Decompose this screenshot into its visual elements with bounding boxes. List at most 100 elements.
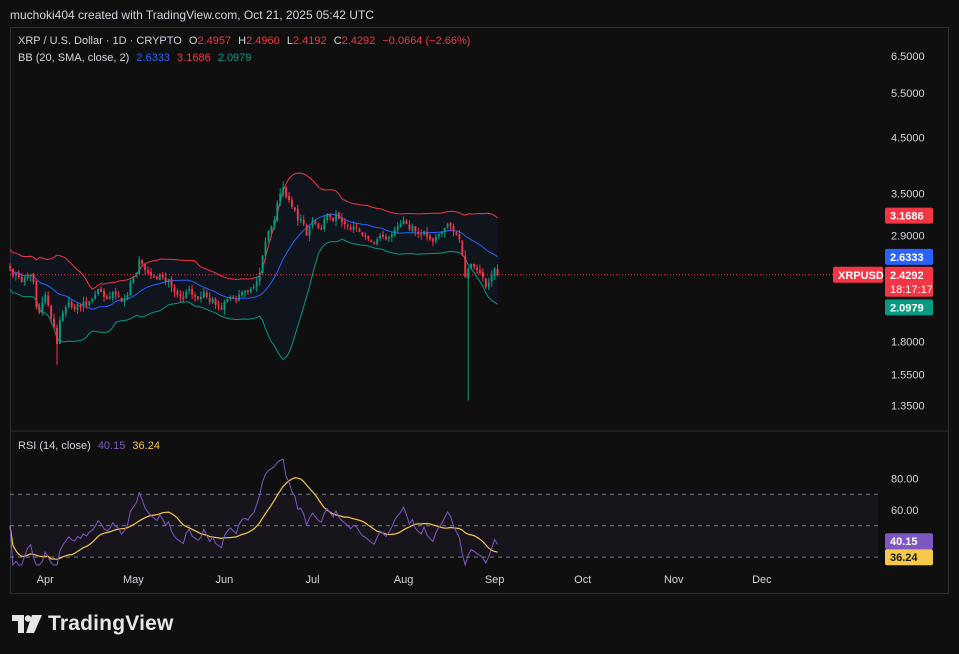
candle-body [314,221,317,225]
bb-basis-value: 2.6333 [136,52,170,64]
bb-fill [10,173,498,360]
open-value: 2.4957 [197,35,232,47]
price-tick-label: 2.9000 [891,230,925,242]
candle-body [47,295,50,306]
high-value: 2.4960 [246,35,280,47]
candle-body [299,219,302,221]
price-tick-label: 4.5000 [891,133,925,145]
candle-body [467,268,470,279]
candle-body [437,233,440,237]
symbol-title[interactable]: XRP / U.S. Dollar · 1D · CRYPTO [18,35,182,47]
candle-body [326,213,329,221]
chart-frame[interactable] [10,27,949,594]
candle-body [267,231,270,241]
candle-body [194,294,196,297]
rsi-pane [9,458,878,567]
rsi-label[interactable]: RSI (14, close) [18,440,91,452]
candle-body [182,296,185,299]
candle-body [211,298,214,303]
candle-body [423,231,426,235]
bb-upper-badge-bg [885,207,933,224]
ohlc-legend[interactable]: XRP / U.S. Dollar · 1D · CRYPTO O2.4957 … [18,35,474,47]
candle-body [50,305,53,319]
candle-body [188,288,191,291]
candle-body [208,297,211,302]
candle-body [273,220,276,227]
candle-body [376,239,379,245]
candle-body [387,236,390,239]
rsi-value: 40.15 [97,440,126,452]
candle-body [343,221,346,225]
price-badge-bg [885,266,933,297]
candle-body [426,231,429,237]
candle-body [199,296,202,299]
candle-body [26,275,29,279]
symbol-tag: XRPUSD [838,270,884,282]
bb-basis-line [9,213,498,310]
attribution-header: muchoki404 created with TradingView.com,… [10,8,374,22]
candle-body [229,296,232,299]
rsi-legend[interactable]: RSI (14, close) 40.15 36.24 [18,440,164,452]
candle-body [144,264,147,271]
candle-body [20,276,23,283]
candle-body [202,291,205,298]
time-tick-label: Oct [574,574,591,586]
candle-body [167,279,170,283]
candle-body [288,196,290,200]
axis-badges: 3.1686 2.6333 2.4292 18:17:17 XRPUSD 2.0979 40… [833,207,933,566]
candle-body [346,225,349,227]
bb-upper-line [9,172,498,290]
candle-body [478,269,481,273]
time-tick-label: Aug [394,574,414,586]
candle-body [88,300,91,305]
candle-body [449,223,452,227]
candle-body [41,301,44,314]
candle-body [120,297,123,302]
candle-body [35,281,38,308]
candle-body [414,226,417,232]
candle-body [161,274,164,278]
candle-body [384,236,387,240]
candle-body [61,312,64,321]
candle-body [14,272,17,276]
candle-body [217,305,220,308]
candle-body [100,288,103,292]
candle-body [264,241,267,257]
candle-body [185,291,188,299]
bb-upper-badge: 3.1686 [890,211,924,223]
time-axis: Apr May Jun Jul Aug Sep Oct Nov Dec [37,574,772,586]
rsi-ma-badge-bg [885,549,933,566]
candle-body [358,228,361,232]
candle-body [270,226,273,232]
candle-body [364,235,367,237]
bb-basis-badge-bg [885,248,933,265]
candle-body [108,296,111,299]
candle-body [141,259,144,264]
candle-body [238,294,241,301]
candle-body [11,269,14,276]
close-label: C [333,35,342,47]
tradingview-logo[interactable]: TradingView [12,612,174,636]
candle-body [117,295,120,297]
candle-body [399,224,402,228]
candle-body [76,304,79,310]
candle-body [429,236,431,240]
candle-body [390,233,393,238]
candle-body [29,274,32,277]
rsi-ma-badge: 36.24 [890,552,918,564]
candle-body [56,327,58,344]
rsi-line [9,458,499,567]
candle-body [150,271,152,276]
candle-body [455,232,458,236]
bb-legend[interactable]: BB (20, SMA, close, 2) 2.6333 3.1686 2.0… [18,52,255,64]
candle-body [440,231,443,235]
candle-body [367,235,370,240]
candle-body [123,298,126,302]
candle-body [70,302,73,308]
time-tick-label: Sep [485,574,505,586]
candle-body [379,235,382,239]
candle-body [197,296,199,299]
bb-label[interactable]: BB (20, SMA, close, 2) [18,52,130,64]
candle-body [249,288,252,293]
